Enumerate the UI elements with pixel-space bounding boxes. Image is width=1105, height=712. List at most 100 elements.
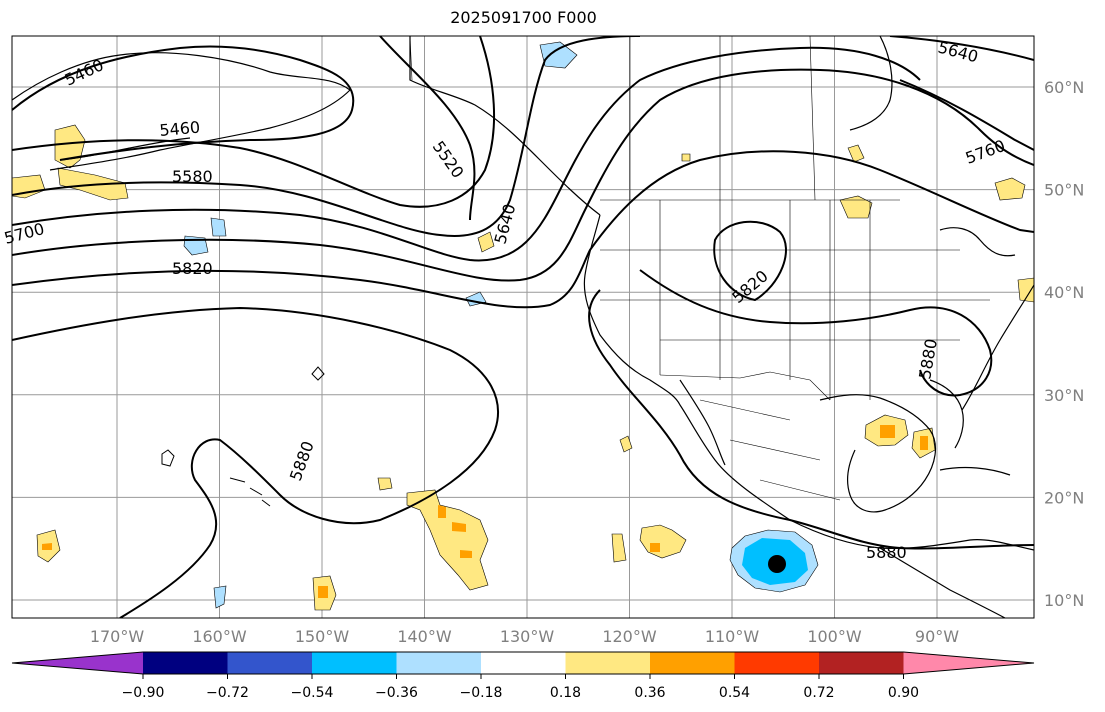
baja-california	[679, 379, 726, 466]
map-panel	[12, 36, 1034, 618]
contour-5760	[12, 68, 1034, 282]
contour-label: 5460	[159, 118, 201, 140]
positive-anomaly-area	[12, 174, 46, 199]
positive-anomaly-area	[477, 231, 495, 253]
colorbar-tick-label: −0.18	[460, 685, 503, 701]
great-lakes	[939, 227, 1016, 257]
positive-anomaly-area	[611, 533, 627, 563]
island	[161, 449, 175, 467]
longitude-label: 150°W	[295, 627, 350, 646]
contour-5700	[12, 46, 921, 262]
latitude-label: 40°N	[1044, 283, 1084, 302]
longitude-label: 100°W	[807, 627, 862, 646]
us-mexico-border	[659, 371, 831, 401]
height-contours	[12, 36, 1034, 618]
positive-anomaly-area	[42, 543, 52, 550]
colorbar-segment	[481, 652, 566, 674]
contour-5580	[12, 36, 496, 208]
colorbar-segment	[396, 652, 482, 674]
contour-label: 5820	[172, 259, 213, 278]
positive-anomaly-area	[994, 177, 1026, 201]
longitude-label: 140°W	[397, 627, 452, 646]
canada-alaska-border	[409, 36, 413, 81]
colorbar-tick-label: −0.36	[375, 685, 418, 701]
positive-anomaly-area	[619, 435, 633, 453]
latitude-label: 60°N	[1044, 78, 1084, 97]
positive-anomaly-area	[318, 586, 328, 598]
colorbar-tick-label: 0.36	[634, 685, 665, 701]
colorbar: −0.90 −0.72 −0.54 −0.36 −0.18 0.18 0.36 0.54 0.7…	[11, 651, 1035, 701]
gulf-of-mexico-coast	[819, 394, 937, 513]
contour-5820-closed	[713, 220, 787, 302]
positive-anomaly-area	[438, 505, 446, 518]
anomaly-shading	[12, 41, 1034, 611]
latitude-label: 30°N	[1044, 386, 1084, 405]
colorbar-tick-label: 0.54	[719, 685, 750, 701]
hudson-bay	[849, 36, 893, 131]
colorbar-segment	[650, 652, 735, 674]
colorbar-tick-label: 0.18	[550, 685, 581, 701]
latitude-label: 20°N	[1044, 488, 1084, 507]
alaska-panhandle	[409, 36, 601, 216]
province-borders	[629, 36, 816, 201]
map-title: 2025091700 F000	[450, 8, 597, 27]
mexico-states	[699, 399, 841, 501]
latitude-label: 50°N	[1044, 181, 1084, 200]
colorbar-tick-label: 0.90	[888, 685, 919, 701]
negative-anomaly-area	[213, 585, 227, 609]
storm-marker	[768, 555, 786, 573]
colorbar-extend-max	[903, 652, 1034, 674]
positive-anomaly-area	[452, 522, 466, 532]
cuba	[939, 466, 1011, 476]
latitude-label: 10°N	[1044, 591, 1084, 610]
contour-5460	[12, 45, 355, 161]
colorbar-tick-label: −0.72	[206, 685, 249, 701]
colorbar-segment	[143, 652, 228, 674]
longitude-label: 130°W	[500, 627, 555, 646]
islands	[161, 366, 325, 507]
positive-anomaly-area	[681, 153, 691, 162]
positive-anomaly-area	[406, 489, 489, 591]
colorbar-segment	[227, 652, 313, 674]
longitude-labels: 170°W 160°W 150°W 140°W 130°W 120°W 110°W 100°W…	[90, 627, 959, 646]
contour-5640-east	[889, 36, 1034, 61]
longitude-label: 90°W	[915, 627, 959, 646]
longitude-label: 170°W	[90, 627, 145, 646]
central-america	[879, 547, 1006, 618]
contour-5520	[379, 36, 476, 221]
contour-5640-west	[12, 36, 641, 237]
colorbar-tick-label: −0.54	[291, 685, 334, 701]
positive-anomaly-area	[847, 144, 865, 163]
latitude-labels: 60°N 50°N 40°N 30°N 20°N 10°N	[1044, 78, 1084, 610]
contour-5880-west	[12, 306, 499, 618]
state-borders	[600, 200, 990, 400]
contour-label: 5580	[172, 167, 213, 186]
longitude-label: 120°W	[602, 627, 657, 646]
longitude-label: 110°W	[705, 627, 760, 646]
contour-5760-east	[899, 79, 1034, 151]
map-border	[11, 35, 1035, 619]
longitude-label: 160°W	[192, 627, 247, 646]
negative-anomaly-area	[210, 217, 227, 237]
colorbar-segment	[565, 652, 651, 674]
positive-anomaly-area	[460, 550, 472, 558]
colorbar-extend-min	[12, 652, 143, 674]
contour-label: 5880	[866, 543, 907, 562]
positive-anomaly-area	[880, 425, 895, 438]
colorbar-tick-label: −0.90	[122, 685, 165, 701]
colorbar-segment	[819, 652, 904, 674]
positive-anomaly-area	[1017, 277, 1034, 303]
island	[311, 366, 325, 381]
contour-5880-east	[588, 289, 1034, 550]
contour-5880-ridge	[639, 269, 993, 397]
positive-anomaly-area	[650, 543, 660, 552]
colorbar-segment	[312, 652, 397, 674]
positive-anomaly-area	[920, 436, 928, 450]
hawaii-islands	[229, 477, 271, 507]
positive-anomaly-area	[377, 477, 393, 491]
political-borders	[409, 36, 990, 501]
colorbar-segment	[734, 652, 820, 674]
colorbar-tick-label: 0.72	[803, 685, 834, 701]
contour-5820	[12, 150, 1034, 309]
